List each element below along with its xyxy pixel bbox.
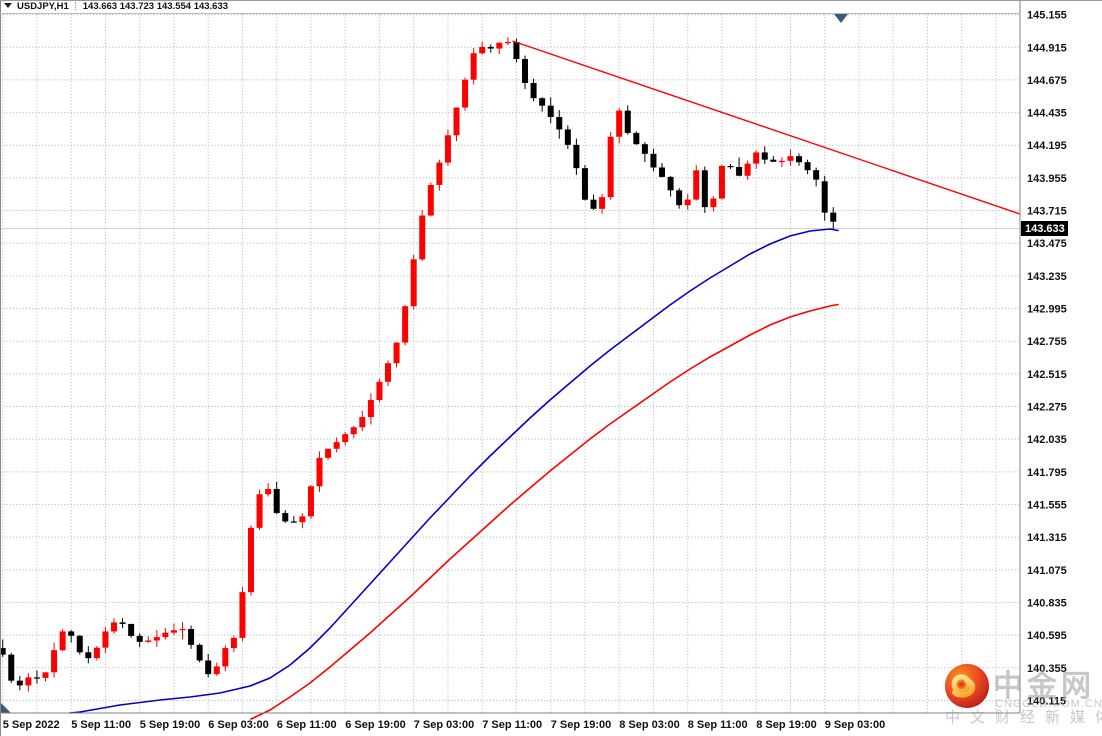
svg-text:中金网: 中金网 <box>993 669 1095 703</box>
svg-text:中文财经新媒体: 中文财经新媒体 <box>945 709 1102 726</box>
